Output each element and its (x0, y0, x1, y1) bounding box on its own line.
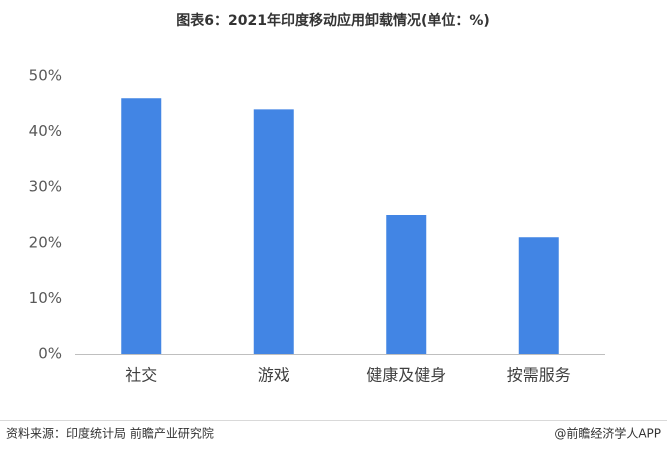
y-tick-label: 10% (29, 289, 62, 307)
x-tick-label: 社交 (125, 366, 157, 385)
x-tick-label: 按需服务 (507, 366, 571, 385)
bar (253, 109, 294, 354)
x-tick-label: 健康及健身 (366, 366, 446, 385)
chart-title: 图表6：2021年印度移动应用卸载情况(单位：%) (176, 12, 490, 29)
y-tick-label: 20% (29, 233, 62, 251)
bar (518, 237, 559, 354)
y-tick-label: 30% (29, 178, 62, 196)
y-tick-label: 40% (29, 122, 62, 140)
credit: @前瞻经济学人APP (554, 426, 661, 441)
y-tick-label: 50% (29, 67, 62, 85)
source-note: 资料来源：印度统计局 前瞻产业研究院 (6, 426, 214, 441)
x-tick-label: 游戏 (258, 366, 290, 385)
y-tick-label: 0% (38, 345, 62, 363)
bar (386, 215, 427, 354)
bar (121, 98, 162, 355)
